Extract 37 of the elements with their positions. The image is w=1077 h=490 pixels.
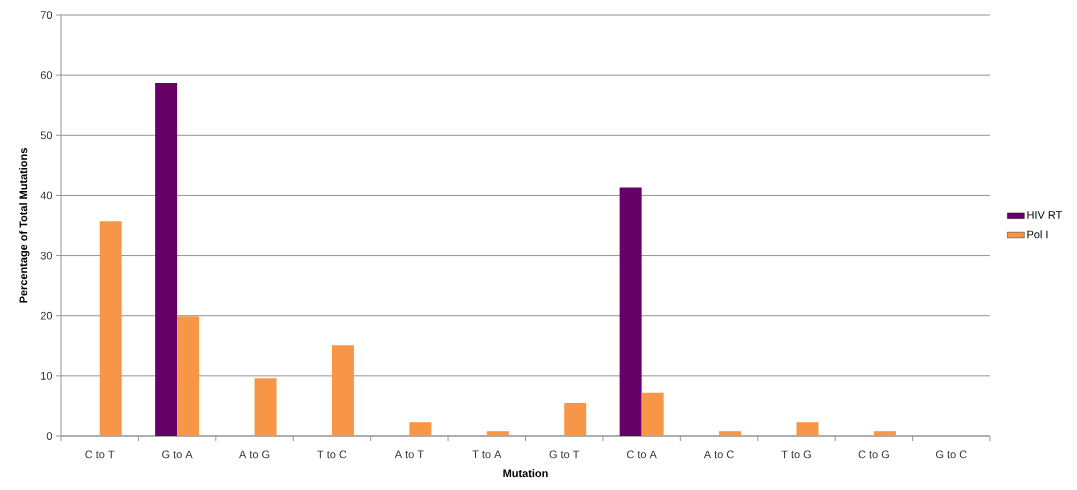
bar	[641, 392, 664, 436]
x-tick-label: G to A	[162, 450, 193, 459]
bar	[99, 221, 122, 436]
bar	[177, 316, 200, 436]
y-tick-label: 60	[40, 71, 53, 80]
x-tick-label: T to G	[781, 450, 811, 459]
bar	[409, 422, 432, 436]
bar	[155, 82, 178, 436]
bar	[564, 402, 587, 436]
y-tick-label: 40	[40, 191, 53, 200]
bar	[619, 187, 642, 436]
y-tick-label: 10	[41, 371, 53, 380]
bar	[486, 431, 509, 436]
x-tick-label: A to G	[239, 450, 270, 459]
bar	[796, 422, 819, 436]
bar	[331, 345, 354, 436]
x-tick-label: A to C	[703, 450, 734, 459]
x-tick-label: G to C	[936, 450, 967, 459]
bar	[719, 431, 742, 436]
x-tick-label: C to G	[858, 450, 889, 459]
y-tick-label: 50	[40, 131, 53, 140]
x-tick-label: C to T	[85, 450, 115, 459]
y-tick-label: 20	[40, 311, 53, 320]
bar	[873, 431, 896, 436]
legend-label: Pol I	[1027, 230, 1048, 239]
x-tick-label: G to T	[549, 450, 580, 459]
y-tick-label: 30	[40, 251, 53, 260]
y-tick-label: 0	[46, 432, 53, 440]
bar	[254, 378, 277, 436]
x-tick-label: C to A	[626, 450, 657, 459]
y-axis-title: Percentage of Total Mutations	[19, 148, 30, 303]
x-tick-label: T to C	[317, 450, 347, 459]
legend-label: HIV RT	[1027, 211, 1062, 219]
x-tick-label: A to T	[394, 450, 424, 459]
x-tick-label: T to A	[472, 450, 502, 459]
y-tick-label: 70	[40, 11, 53, 19]
x-axis-title: Mutation	[503, 469, 548, 478]
